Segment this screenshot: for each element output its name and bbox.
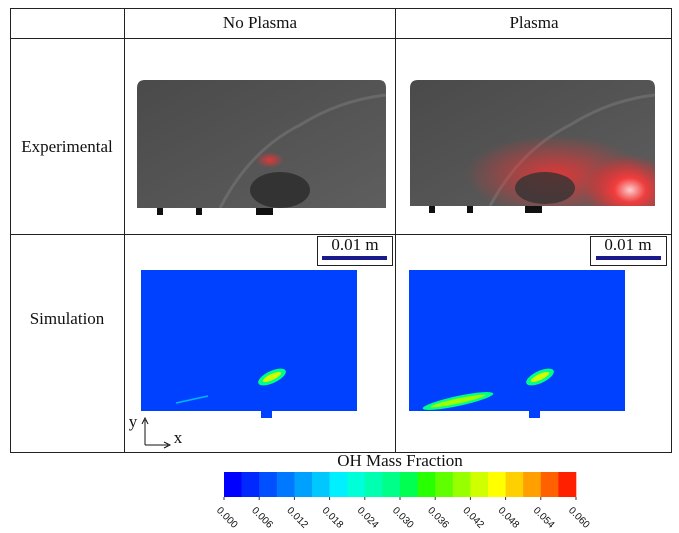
color-band <box>505 472 524 497</box>
color-band <box>452 472 471 497</box>
colorbar-tick-label: 0.018 <box>320 505 346 531</box>
color-band <box>382 472 401 497</box>
color-band <box>241 472 260 497</box>
table-grid <box>10 8 672 453</box>
experimental-image <box>137 80 386 208</box>
simulation-image <box>409 270 625 418</box>
color-band <box>470 472 489 497</box>
colorbar: 0.000 0.006 0.012 0.018 0.024 0.030 0.036 0.042… <box>214 472 592 531</box>
colorbar-tick-label: 0.000 <box>214 505 240 531</box>
color-band <box>294 472 313 497</box>
colorbar-tick-label: 0.054 <box>531 505 557 531</box>
color-band <box>435 472 454 497</box>
experimental-image <box>410 80 655 206</box>
color-band <box>540 472 559 497</box>
color-band <box>417 472 436 497</box>
colorbar-tick-label: 0.060 <box>566 505 592 531</box>
colorbar-tick-label: 0.036 <box>425 505 451 531</box>
color-band <box>400 472 418 497</box>
color-band <box>259 472 278 497</box>
colorbar-title: OH Mass Fraction <box>337 451 463 470</box>
colorbar-tick-label: 0.024 <box>355 505 381 531</box>
simulation-image <box>141 270 357 418</box>
colorbar-tick-label: 0.042 <box>460 505 486 531</box>
scale-bar <box>590 236 667 266</box>
colorbar-tick-label: 0.030 <box>390 505 416 531</box>
color-band <box>312 472 330 497</box>
scale-bar <box>317 236 393 266</box>
colorbar-tick-label: 0.048 <box>496 505 522 531</box>
column-header: No Plasma <box>223 13 298 32</box>
color-band <box>364 472 383 497</box>
colorbar-tick-label: 0.012 <box>284 505 310 531</box>
axis-arrows <box>141 416 172 449</box>
color-band <box>224 472 242 497</box>
axis-label: x <box>174 428 183 447</box>
color-band <box>523 472 542 497</box>
scale-label: 0.01 m <box>604 235 651 254</box>
row-header: Simulation <box>30 309 105 328</box>
axis-label: y <box>129 412 138 431</box>
row-header: Experimental <box>21 137 113 156</box>
color-band <box>488 472 506 497</box>
color-band <box>558 472 577 497</box>
colorbar-tick-label: 0.006 <box>249 505 275 531</box>
scale-label: 0.01 m <box>331 235 378 254</box>
markers <box>157 208 273 215</box>
color-band <box>276 472 295 497</box>
markers <box>429 206 542 213</box>
column-header: Plasma <box>509 13 559 32</box>
color-band <box>347 472 366 497</box>
color-band <box>329 472 348 497</box>
